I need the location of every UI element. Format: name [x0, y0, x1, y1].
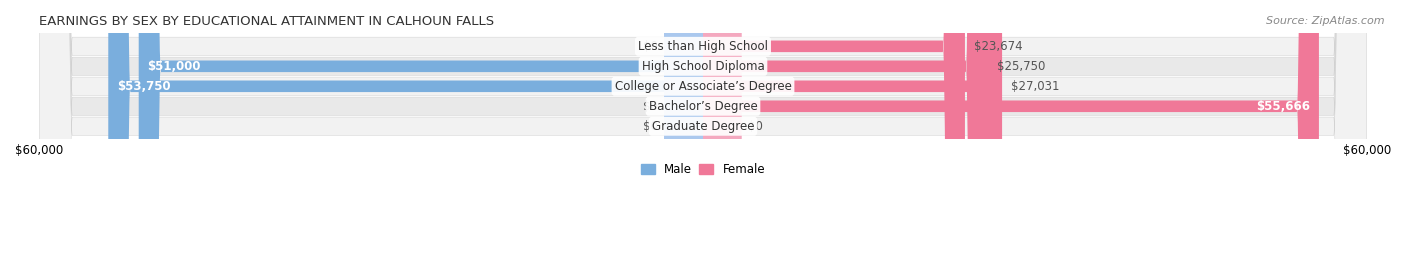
Text: $0: $0 — [643, 100, 658, 113]
FancyBboxPatch shape — [703, 0, 742, 268]
FancyBboxPatch shape — [664, 0, 703, 268]
Text: $0: $0 — [643, 120, 658, 133]
FancyBboxPatch shape — [39, 0, 1367, 268]
Text: Graduate Degree: Graduate Degree — [652, 120, 754, 133]
Text: High School Diploma: High School Diploma — [641, 60, 765, 73]
Text: Less than High School: Less than High School — [638, 40, 768, 53]
FancyBboxPatch shape — [39, 0, 1367, 268]
FancyBboxPatch shape — [139, 0, 703, 268]
Text: $23,674: $23,674 — [974, 40, 1022, 53]
Text: EARNINGS BY SEX BY EDUCATIONAL ATTAINMENT IN CALHOUN FALLS: EARNINGS BY SEX BY EDUCATIONAL ATTAINMEN… — [39, 15, 495, 28]
FancyBboxPatch shape — [39, 0, 1367, 268]
Text: $0: $0 — [643, 40, 658, 53]
FancyBboxPatch shape — [664, 0, 703, 268]
FancyBboxPatch shape — [703, 0, 988, 268]
FancyBboxPatch shape — [664, 0, 703, 268]
Text: College or Associate’s Degree: College or Associate’s Degree — [614, 80, 792, 93]
Text: $0: $0 — [748, 120, 763, 133]
Text: $53,750: $53,750 — [117, 80, 170, 93]
Text: $27,031: $27,031 — [1011, 80, 1060, 93]
FancyBboxPatch shape — [39, 0, 1367, 268]
FancyBboxPatch shape — [703, 0, 1002, 268]
FancyBboxPatch shape — [108, 0, 703, 268]
Text: Bachelor’s Degree: Bachelor’s Degree — [648, 100, 758, 113]
Text: $55,666: $55,666 — [1256, 100, 1310, 113]
FancyBboxPatch shape — [39, 0, 1367, 268]
Legend: Male, Female: Male, Female — [636, 159, 770, 181]
Text: Source: ZipAtlas.com: Source: ZipAtlas.com — [1267, 16, 1385, 26]
FancyBboxPatch shape — [703, 0, 1319, 268]
Text: $51,000: $51,000 — [148, 60, 201, 73]
FancyBboxPatch shape — [703, 0, 965, 268]
Text: $25,750: $25,750 — [997, 60, 1045, 73]
